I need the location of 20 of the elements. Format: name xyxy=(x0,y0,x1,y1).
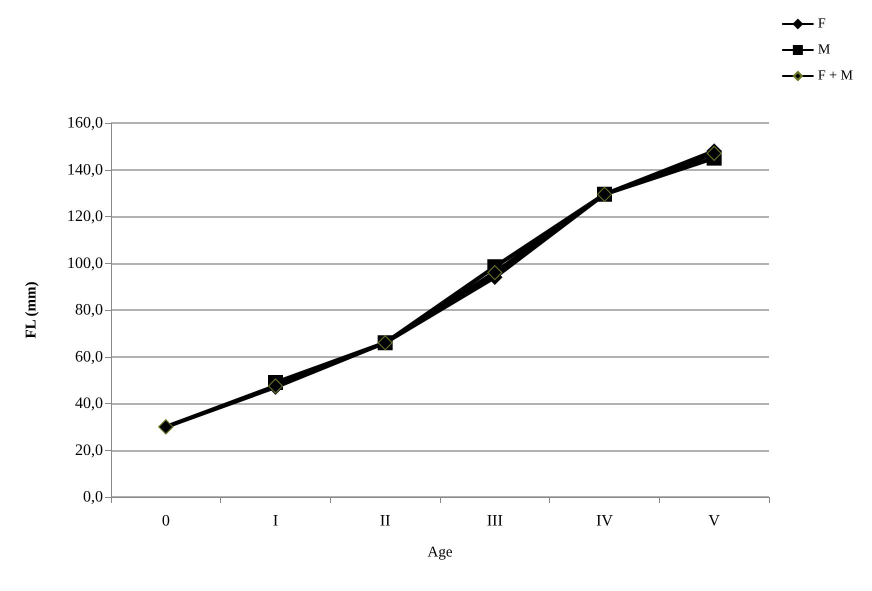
y-tick-label: 40,0 xyxy=(75,395,103,412)
x-tick-label: 0 xyxy=(162,512,170,530)
y-tick-label: 80,0 xyxy=(75,302,103,318)
x-tick-label: IV xyxy=(596,512,614,530)
legend-label: M xyxy=(818,42,831,58)
y-tick-label: 160,0 xyxy=(67,114,103,132)
x-tick-label: V xyxy=(708,512,720,530)
x-tick-label: I xyxy=(272,512,278,530)
y-tick-label: 0,0 xyxy=(83,488,103,506)
y-tick-label: 100,0 xyxy=(67,254,103,272)
y-tick-label: 140,0 xyxy=(67,161,103,178)
legend-label: F xyxy=(818,16,826,32)
x-axis-title: Age xyxy=(428,544,453,560)
legend-label: F + M xyxy=(818,68,854,84)
y-axis-title: FL (mm) xyxy=(24,281,40,339)
y-tick-label: 120,0 xyxy=(67,208,103,225)
x-tick-label: II xyxy=(380,512,390,530)
y-tick-label: 20,0 xyxy=(75,442,103,459)
y-tick-label: 60,0 xyxy=(75,348,103,366)
x-tick-label: III xyxy=(486,512,503,530)
